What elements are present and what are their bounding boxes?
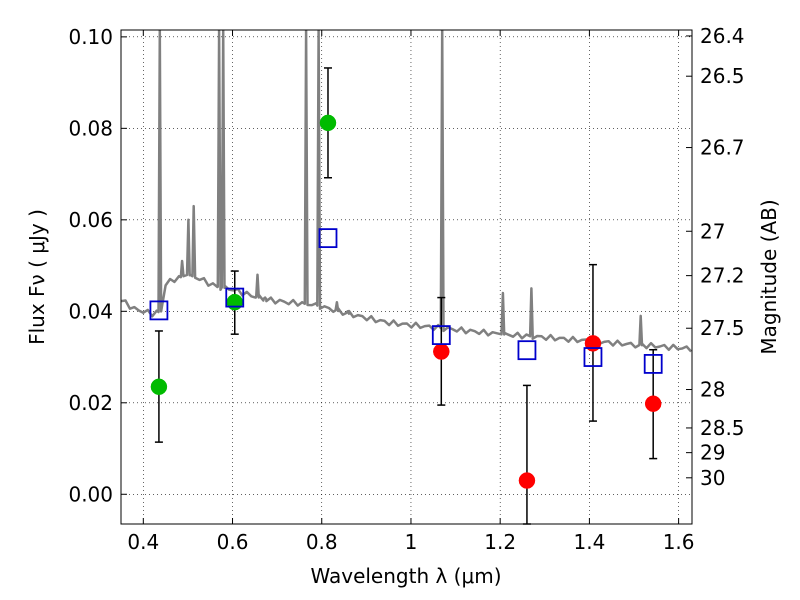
right-tick-label: 28	[700, 378, 725, 402]
x-tick-label: 1	[405, 530, 418, 554]
right-tick-label: 28.5	[700, 416, 745, 440]
axis-ticks: 0.4 0.6 0.8 1 1.2 1.4 1.6 0.00 0.02 0.04 0.06 0.08 0…	[68, 24, 744, 554]
model-flux-square	[643, 354, 663, 374]
x-tick-label: 0.8	[306, 530, 338, 554]
data-points	[149, 67, 663, 525]
right-tick-label: 26.7	[700, 136, 745, 160]
right-tick-label: 27.2	[700, 264, 745, 288]
right-tick-label: 29	[700, 441, 725, 465]
model-flux-square	[318, 228, 338, 249]
non-detection-point	[518, 472, 536, 489]
right-axis-label: Magnitude (AB)	[757, 199, 781, 354]
y-tick-label: 0.10	[68, 25, 113, 49]
x-tick-label: 0.6	[217, 530, 249, 554]
x-axis-label: Wavelength λ (μm)	[310, 564, 501, 588]
right-tick-label: 26.4	[700, 24, 745, 48]
right-tick-label: 30	[700, 466, 725, 490]
x-tick-label: 0.4	[127, 530, 159, 554]
model-flux-square	[517, 340, 537, 361]
spectrum-line	[121, 30, 692, 353]
right-tick-label: 27.5	[700, 316, 745, 340]
x-tick-label: 1.4	[573, 530, 605, 554]
plot-frame	[120, 29, 693, 525]
model-flux-square	[149, 300, 169, 321]
model-spectrum	[121, 30, 692, 353]
y-tick-label: 0.02	[68, 391, 113, 415]
x-tick-label: 1.2	[484, 530, 516, 554]
right-tick-label: 27	[700, 219, 725, 243]
detection-point	[226, 293, 244, 311]
model-flux-square	[583, 347, 603, 367]
detection-point	[319, 114, 337, 132]
x-tick-label: 1.6	[663, 530, 695, 554]
y-tick-label: 0.00	[68, 482, 113, 506]
model-flux-square	[431, 325, 451, 345]
non-detection-point	[433, 343, 450, 360]
detection-point	[150, 378, 168, 396]
right-tick-label: 26.5	[700, 64, 745, 88]
grid	[121, 30, 692, 524]
y-axis-label: Flux Fν ( μJy )	[25, 209, 49, 345]
y-tick-label: 0.04	[68, 299, 113, 323]
y-tick-label: 0.06	[68, 208, 113, 232]
non-detection-point	[644, 395, 662, 412]
model-flux-square	[225, 287, 245, 308]
y-tick-label: 0.08	[68, 116, 113, 140]
